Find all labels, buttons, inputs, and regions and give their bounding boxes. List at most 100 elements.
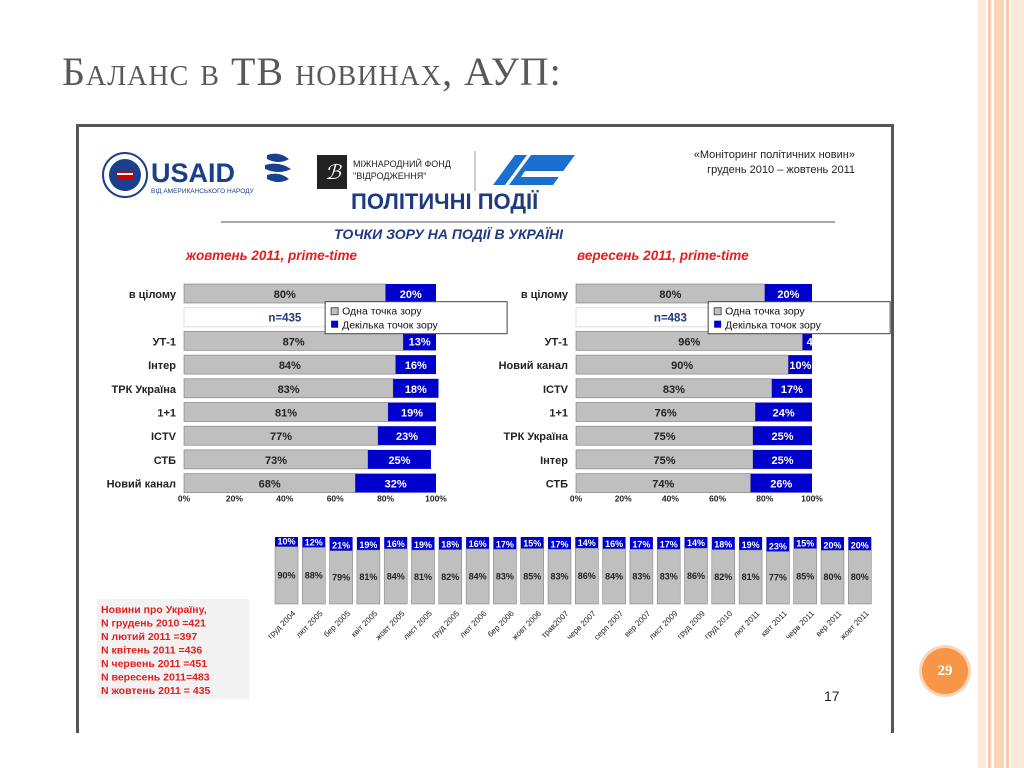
bar-many-views-label: 25% (771, 455, 793, 467)
partner-logo-icon (265, 153, 291, 182)
bar-many-views (802, 331, 812, 351)
column-category-label: лист 2009 (647, 609, 680, 642)
bar-one-view-label: 83% (663, 384, 685, 396)
report-svg: USAID ВІД АМЕРИКАНСЬКОГО НАРОДУ ℬ МІЖНАР… (97, 149, 891, 704)
note-line: N вересень 2011=483 (101, 672, 210, 684)
column-one-view-label: 81% (414, 572, 432, 582)
column-one-view (465, 548, 490, 605)
column-one-view (575, 547, 599, 605)
monitoring-period: грудень 2010 – жовтень 2011 (707, 164, 855, 176)
x-tick-label: 40% (276, 493, 293, 503)
usaid-logo: USAID ВІД АМЕРИКАНСЬКОГО НАРОДУ (102, 152, 291, 198)
legend-swatch-one (330, 307, 339, 316)
legend-swatch-one (713, 307, 722, 316)
x-tick-label: 100% (801, 493, 823, 503)
bar-many-views-label: 10% (789, 360, 811, 372)
fund-logo: ℬ МІЖНАРОДНИЙ ФОНД "ВІДРОДЖЕННЯ" (317, 151, 476, 191)
bar-many-views (378, 426, 436, 446)
x-tick-label: 100% (425, 493, 447, 503)
legend (324, 301, 508, 335)
column-one-view-label: 83% (632, 572, 650, 582)
column-category-label: лист 2005 (402, 609, 435, 642)
column-many-views (657, 537, 681, 550)
bar-many-views-label: 32% (385, 479, 407, 491)
column-many-views-label: 16% (605, 539, 623, 549)
column-one-view-label: 81% (359, 572, 377, 582)
legend-label-one: Одна точка зору (725, 306, 805, 318)
x-tick-label: 60% (709, 493, 726, 503)
column-one-view (602, 548, 626, 605)
x-tick-label: 0% (570, 493, 583, 503)
column-many-views (356, 537, 380, 551)
column-many-views (711, 537, 735, 550)
bar-many-views-label: 23% (396, 431, 418, 443)
column-one-view (820, 550, 845, 605)
column-many-views-label: 18% (714, 540, 732, 550)
column-many-views-label: 16% (387, 539, 405, 549)
bar-one-view-label: 81% (275, 408, 297, 420)
decor-stripe-2 (988, 0, 991, 768)
legend-label-many: Декілька точок зору (725, 320, 821, 332)
column-one-view-label: 86% (578, 571, 596, 581)
sample-size-label: n=483 (654, 313, 687, 325)
category-label: УТ-1 (153, 336, 176, 348)
bar-many-views (367, 449, 431, 469)
column-many-views (739, 537, 763, 551)
column-one-view (411, 549, 435, 605)
column-one-view-label: 83% (496, 572, 514, 582)
column-many-views (275, 537, 298, 547)
column-one-view (766, 551, 790, 605)
legend-label-many: Декілька точок зору (342, 320, 438, 332)
column-one-view (711, 549, 736, 605)
column-many-views-label: 21% (332, 541, 350, 551)
column-one-view-label: 85% (796, 571, 814, 581)
column-many-views-label: 17% (550, 539, 568, 549)
column-many-views-label: 19% (414, 540, 432, 550)
bar-many-views-label: 4% (807, 336, 823, 348)
bar-many-views (750, 473, 812, 493)
note-line: N червень 2011 =451 (101, 658, 207, 670)
bar-one-view-label: 80% (659, 289, 681, 301)
category-label: в цілому (129, 289, 177, 301)
bar-one-view-label: 80% (274, 289, 296, 301)
svg-text:ℬ: ℬ (325, 162, 342, 184)
note-line: N лютий 2011 =397 (101, 631, 197, 643)
column-many-views-label: 15% (796, 539, 814, 549)
bar-one-view-label: 96% (678, 336, 700, 348)
bar-many-views (355, 473, 436, 493)
column-many-views (821, 537, 844, 551)
x-tick-label: 40% (662, 493, 679, 503)
fund-emblem-icon (317, 155, 347, 189)
category-label: ТРК Україна (504, 431, 569, 443)
column-one-view-label: 84% (387, 571, 405, 581)
column-one-view-label: 88% (305, 571, 323, 581)
column-one-view-label: 83% (660, 572, 678, 582)
category-label: Інтер (148, 360, 176, 372)
chart-left: n=435 в цілому 80% 20% УТ-1 87% 13% Інтер 84% 16%… (107, 283, 508, 503)
bar-many-views-label: 25% (388, 455, 410, 467)
legend (707, 301, 891, 335)
bar-one-view-label: 75% (653, 431, 675, 443)
x-tick-label: 80% (377, 493, 394, 503)
column-many-views (411, 537, 435, 551)
usaid-subtitle: ВІД АМЕРИКАНСЬКОГО НАРОДУ (151, 188, 255, 195)
note-line: N жовтень 2011 = 435 (101, 685, 211, 697)
bar-many-views (753, 426, 812, 446)
bar-one-view-label: 76% (655, 408, 677, 420)
column-one-view-label: 81% (742, 572, 760, 582)
decor-stripe-1 (978, 0, 986, 768)
category-label: в цілому (521, 289, 569, 301)
column-category-label: груд 2009 (675, 609, 707, 641)
category-label: 1+1 (157, 408, 176, 420)
note-line: N грудень 2010 =421 (101, 618, 206, 630)
column-many-views (575, 537, 599, 549)
column-one-view-label: 82% (441, 572, 459, 582)
usaid-logo-text: USAID (151, 158, 235, 188)
sample-notes-box (97, 599, 249, 699)
column-category-label: груд 2005 (430, 609, 462, 641)
bar-many-views-label: 16% (405, 360, 427, 372)
bar-many-views (388, 402, 436, 422)
bar-one-view-label: 90% (671, 360, 693, 372)
bar-one-view-label: 75% (653, 455, 675, 467)
slide-number-badge: 29 (922, 648, 968, 694)
